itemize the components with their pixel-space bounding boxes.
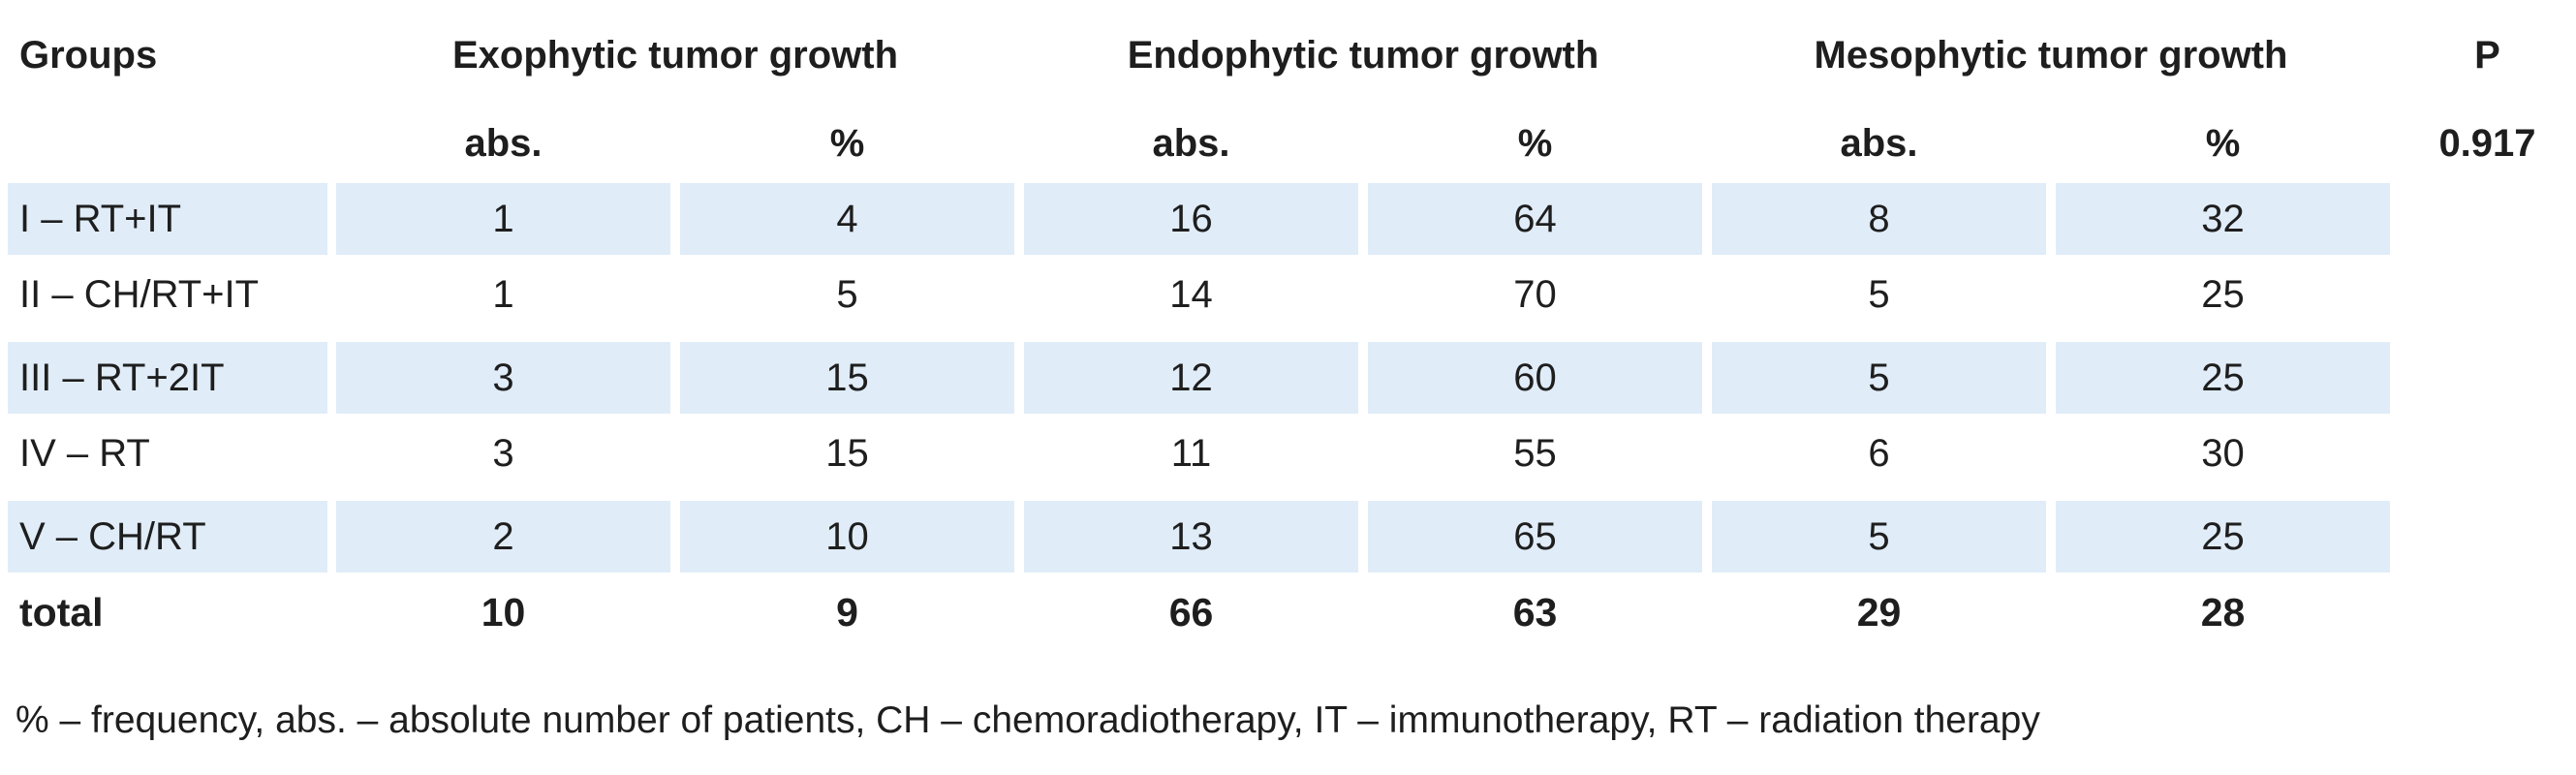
total-endo-abs: 66: [1168, 589, 1214, 635]
header-row-units: abs. % abs. % abs. % 0.917: [8, 111, 2575, 175]
exo-pct-cell: 15: [825, 431, 869, 475]
table-footnote: % – frequency, abs. – absolute number of…: [16, 699, 2040, 741]
meso-abs-cell: 8: [1712, 183, 2046, 255]
endo-abs-cell: 11: [1170, 431, 1212, 475]
endo-pct-cell: 70: [1513, 272, 1557, 316]
p-value: 0.917: [2438, 121, 2536, 165]
exo-abs-cell: 2: [336, 501, 670, 573]
total-meso-pct: 28: [2200, 589, 2246, 635]
header-row-groups: Groups Exophytic tumor growth Endophytic…: [8, 0, 2575, 111]
group-name: II – CH/RT+IT: [19, 272, 260, 316]
table-row: II – CH/RT+IT 1 5 14 70 5 25: [8, 255, 2575, 334]
table-row: IV – RT 3 15 11 55 6 30: [8, 414, 2575, 493]
exo-abs-cell: 3: [336, 342, 670, 414]
header-exo-pct: %: [829, 121, 865, 165]
header-exo-abs: abs.: [464, 121, 543, 165]
total-endo-pct: 63: [1512, 589, 1558, 635]
group-name: III – RT+2IT: [8, 342, 327, 414]
exo-abs-cell: 1: [492, 272, 514, 316]
exo-pct-cell: 10: [680, 501, 1014, 573]
group-name: I – RT+IT: [8, 183, 327, 255]
exo-abs-cell: 1: [336, 183, 670, 255]
meso-pct-cell: 30: [2201, 431, 2245, 475]
total-exo-pct: 9: [836, 589, 858, 635]
group-name: V – CH/RT: [8, 501, 327, 573]
header-endo-pct: %: [1517, 121, 1553, 165]
endo-abs-cell: 14: [1169, 272, 1213, 316]
exo-pct-cell: 4: [680, 183, 1014, 255]
meso-pct-cell: 25: [2201, 272, 2245, 316]
table-row: V – CH/RT 2 10 13 65 5 25: [8, 493, 2575, 573]
meso-pct-cell: 25: [2056, 342, 2390, 414]
header-groups: Groups: [19, 34, 158, 77]
exo-pct-cell: 15: [680, 342, 1014, 414]
meso-pct-cell: 25: [2056, 501, 2390, 573]
table-row: III – RT+2IT 3 15 12 60 5 25: [8, 334, 2575, 414]
header-exophytic: Exophytic tumor growth: [452, 34, 898, 77]
header-meso-pct: %: [2205, 121, 2241, 165]
header-endophytic: Endophytic tumor growth: [1127, 34, 1599, 77]
table-row: I – RT+IT 1 4 16 64 8 32: [8, 175, 2575, 255]
meso-pct-cell: 32: [2056, 183, 2390, 255]
endo-abs-cell: 13: [1024, 501, 1358, 573]
endo-abs-cell: 16: [1024, 183, 1358, 255]
exo-pct-cell: 5: [836, 272, 858, 316]
meso-abs-cell: 5: [1712, 342, 2046, 414]
total-meso-abs: 29: [1856, 589, 1902, 635]
header-mesophytic: Mesophytic tumor growth: [1814, 34, 2288, 77]
endo-pct-cell: 64: [1368, 183, 1702, 255]
meso-abs-cell: 5: [1712, 501, 2046, 573]
data-table: Groups Exophytic tumor growth Endophytic…: [8, 0, 2575, 652]
endo-abs-cell: 12: [1024, 342, 1358, 414]
meso-abs-cell: 5: [1868, 272, 1890, 316]
endo-pct-cell: 60: [1368, 342, 1702, 414]
header-p: P: [2474, 34, 2500, 77]
exo-abs-cell: 3: [492, 431, 514, 475]
total-label: total: [19, 589, 104, 635]
endo-pct-cell: 55: [1513, 431, 1557, 475]
header-endo-abs: abs.: [1152, 121, 1230, 165]
total-row: total 10 9 66 63 29 28: [8, 573, 2575, 652]
header-meso-abs: abs.: [1840, 121, 1918, 165]
meso-abs-cell: 6: [1868, 431, 1890, 475]
group-name: IV – RT: [19, 431, 150, 475]
total-exo-abs: 10: [481, 589, 526, 635]
endo-pct-cell: 65: [1368, 501, 1702, 573]
